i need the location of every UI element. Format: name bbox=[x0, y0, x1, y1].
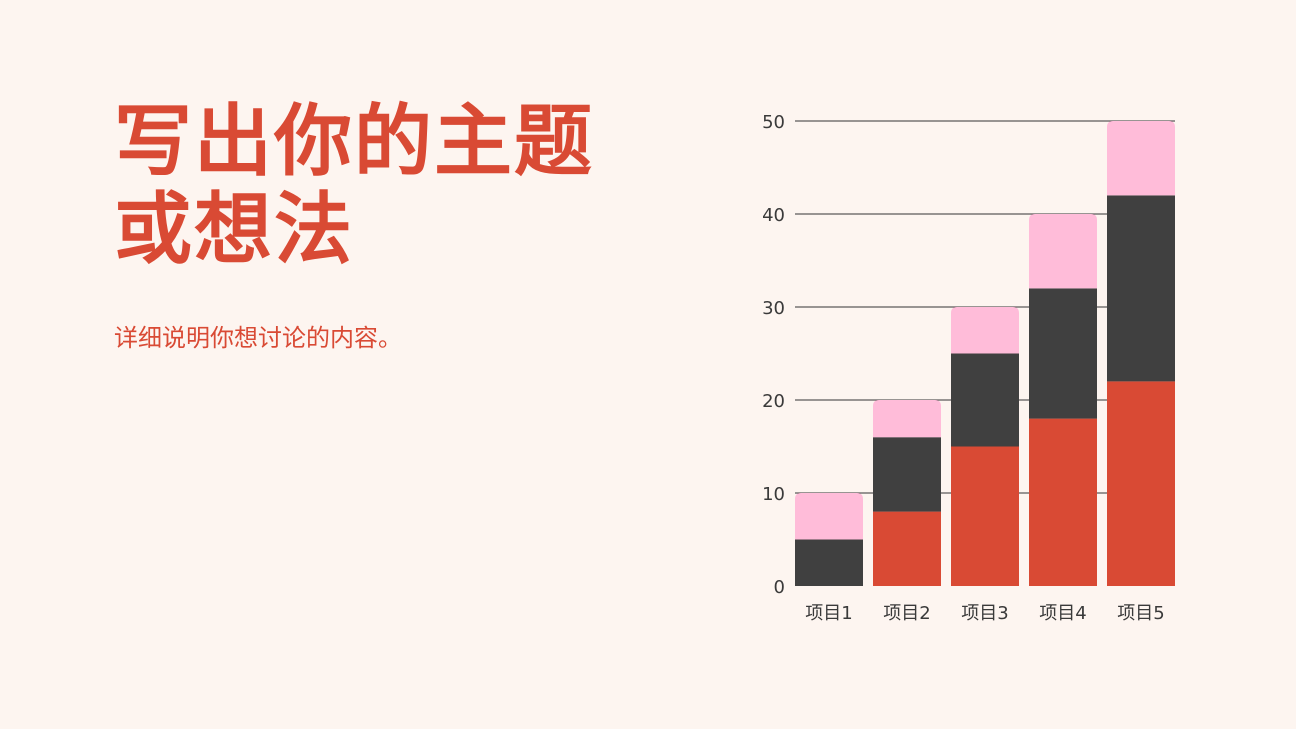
y-tick-label: 0 bbox=[774, 577, 785, 598]
x-tick-label: 项目5 bbox=[1117, 603, 1164, 624]
bar-segment-series-1 bbox=[1029, 418, 1097, 586]
bar-segment-series-3 bbox=[1107, 121, 1175, 196]
y-tick-label: 10 bbox=[762, 484, 785, 505]
x-tick-label: 项目2 bbox=[883, 603, 930, 624]
x-tick-label: 项目3 bbox=[961, 603, 1008, 624]
y-axis-ticks: 0 10 20 30 40 50 bbox=[762, 112, 785, 598]
title-line-2: 或想法 bbox=[114, 185, 355, 275]
y-tick-label: 30 bbox=[762, 298, 785, 319]
bar-segment-series-1 bbox=[873, 511, 941, 586]
slide-title: 写出你的主题 或想法 bbox=[114, 98, 634, 274]
y-tick-label: 40 bbox=[762, 205, 785, 226]
bar-segment-series-3 bbox=[795, 493, 863, 540]
bar-segment-series-1 bbox=[1107, 381, 1175, 586]
bar-segment-series-2 bbox=[795, 539, 863, 586]
bar-segment-series-3 bbox=[873, 400, 941, 438]
bar-segment-series-2 bbox=[1029, 288, 1097, 419]
slide-subtitle: 详细说明你想讨论的内容。 bbox=[114, 324, 402, 352]
stacked-bar-chart: 0 10 20 30 40 50 项目1 项目2 项目3 项目4 项目5 bbox=[762, 112, 1175, 624]
bar-segment-series-2 bbox=[1107, 195, 1175, 382]
x-tick-label: 项目4 bbox=[1039, 603, 1086, 624]
bar-segment-series-2 bbox=[951, 353, 1019, 447]
y-tick-label: 50 bbox=[762, 112, 785, 133]
bar-segment-series-1 bbox=[951, 446, 1019, 586]
bars bbox=[795, 121, 1175, 586]
bar-segment-series-3 bbox=[1029, 214, 1097, 289]
y-tick-label: 20 bbox=[762, 391, 785, 412]
bar-segment-series-2 bbox=[873, 437, 941, 512]
title-line-1: 写出你的主题 bbox=[114, 97, 595, 187]
x-tick-label: 项目1 bbox=[805, 603, 852, 624]
x-axis-ticks: 项目1 项目2 项目3 项目4 项目5 bbox=[805, 603, 1164, 624]
bar-segment-series-3 bbox=[951, 307, 1019, 354]
